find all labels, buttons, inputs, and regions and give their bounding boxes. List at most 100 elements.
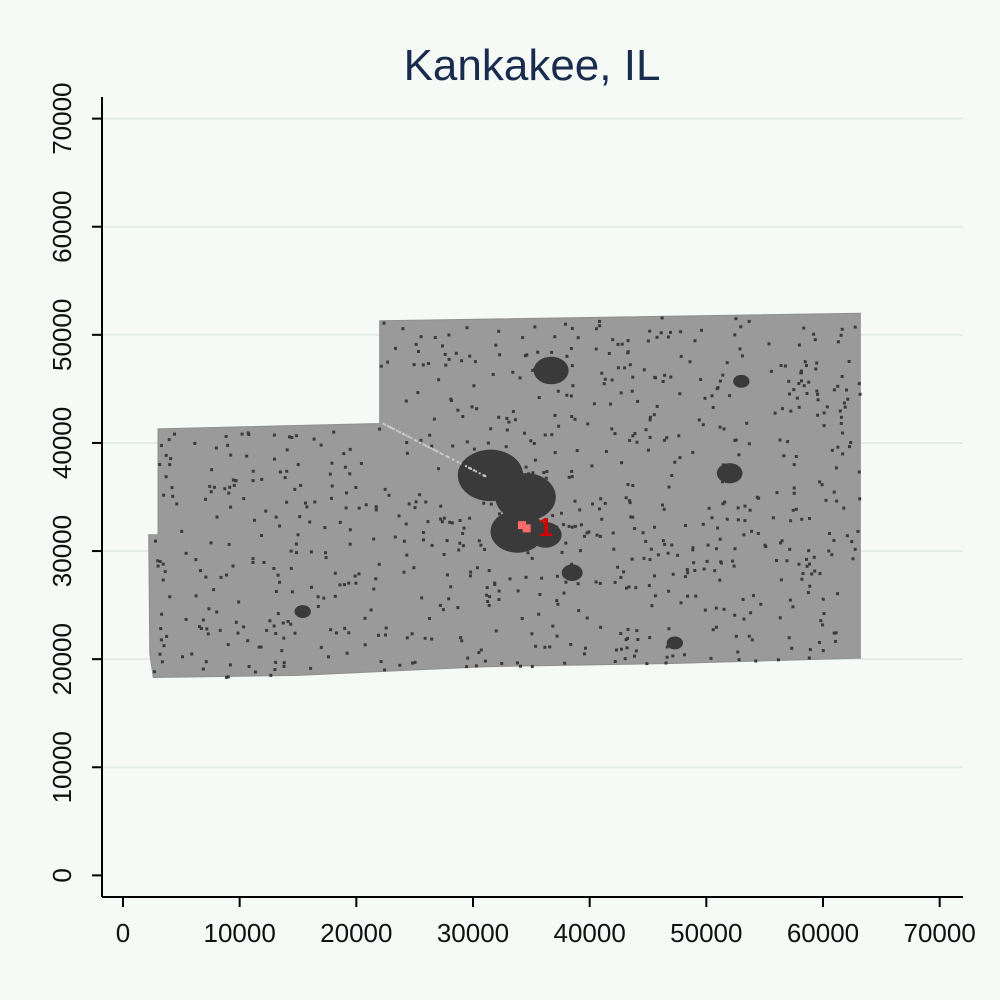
data-point: [570, 364, 574, 368]
data-point: [849, 441, 853, 444]
highlight-point-2: [522, 524, 531, 533]
data-point: [759, 602, 763, 606]
cluster-10: [561, 564, 583, 581]
data-point: [161, 578, 165, 582]
data-point: [530, 632, 534, 636]
data-point: [836, 592, 840, 596]
data-point: [556, 602, 560, 606]
data-point: [736, 518, 740, 522]
data-point: [477, 539, 481, 543]
data-point: [633, 432, 637, 435]
data-point: [792, 486, 796, 490]
data-point: [570, 562, 574, 566]
data-point: [444, 363, 448, 367]
data-point: [599, 625, 603, 629]
data-point: [479, 648, 483, 652]
data-point: [437, 467, 440, 471]
data-point: [199, 569, 202, 573]
data-point: [537, 396, 541, 399]
data-point: [564, 580, 568, 584]
data-point: [624, 638, 628, 642]
data-point: [156, 559, 160, 563]
data-point: [490, 496, 494, 500]
cluster-5: [533, 356, 569, 385]
data-point: [159, 627, 163, 631]
data-point: [357, 572, 361, 576]
data-point: [648, 418, 652, 422]
data-point: [679, 354, 683, 358]
data-point: [748, 508, 752, 512]
data-point: [834, 639, 837, 643]
data-point: [507, 420, 511, 424]
data-point: [184, 617, 188, 621]
data-point: [173, 432, 176, 436]
data-point: [543, 645, 547, 649]
data-point: [246, 639, 250, 643]
data-point: [792, 491, 796, 495]
data-point: [383, 487, 387, 491]
data-point: [426, 520, 430, 524]
data-point: [289, 549, 293, 553]
data-point: [739, 325, 743, 329]
data-point: [576, 336, 580, 340]
data-point: [529, 439, 533, 443]
data-point: [377, 562, 381, 566]
road-point: [436, 450, 439, 453]
data-point: [475, 566, 479, 570]
data-point: [456, 408, 460, 412]
data-point: [530, 665, 534, 668]
data-point: [569, 643, 573, 646]
data-point: [532, 368, 536, 372]
data-point: [309, 550, 313, 554]
data-point: [598, 534, 602, 538]
road-point: [414, 439, 417, 442]
data-point: [430, 444, 434, 448]
cluster-3: [490, 510, 545, 553]
data-point: [274, 660, 278, 664]
road-point: [475, 470, 477, 473]
data-point: [818, 572, 822, 576]
data-point: [286, 620, 290, 623]
data-point: [616, 366, 620, 370]
data-point: [523, 431, 526, 435]
data-point: [713, 569, 717, 573]
data-point: [526, 493, 530, 497]
data-point: [234, 620, 238, 624]
data-point: [619, 647, 623, 651]
data-point: [347, 581, 351, 585]
data-point: [474, 463, 477, 467]
data-point: [646, 448, 650, 452]
data-point: [465, 481, 469, 484]
data-point: [670, 474, 674, 477]
data-point: [841, 452, 845, 456]
data-point: [644, 428, 648, 432]
data-point: [494, 629, 498, 633]
data-point: [822, 411, 826, 415]
data-point: [550, 433, 554, 437]
data-point: [530, 556, 534, 560]
data-point: [460, 359, 464, 363]
data-point: [564, 322, 567, 326]
data-point: [616, 565, 620, 569]
data-point: [610, 427, 614, 431]
data-point: [473, 360, 477, 364]
data-point: [465, 665, 469, 669]
data-point: [423, 636, 427, 640]
data-point: [430, 543, 434, 547]
y-tick-label: 70000: [47, 82, 77, 154]
data-point: [531, 471, 535, 475]
data-point: [743, 519, 747, 523]
data-point: [747, 442, 751, 446]
data-point: [511, 370, 515, 374]
data-point: [734, 634, 738, 638]
data-point: [732, 564, 736, 568]
data-point: [647, 584, 651, 588]
data-point: [384, 633, 387, 637]
road-point: [432, 448, 435, 451]
data-point: [386, 360, 390, 364]
annotation-label-1: 1: [538, 512, 552, 542]
data-point: [159, 444, 163, 447]
data-point: [234, 479, 238, 483]
data-point: [782, 454, 786, 458]
data-point: [479, 496, 483, 500]
